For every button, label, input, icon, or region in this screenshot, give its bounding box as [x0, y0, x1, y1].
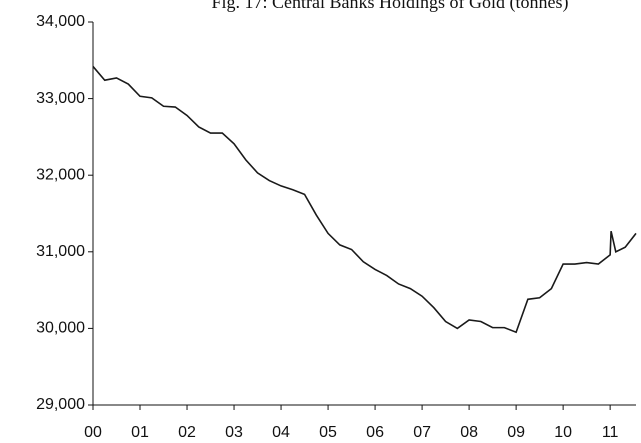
x-tick-label: 08: [460, 424, 478, 441]
x-tick-label: 07: [413, 424, 431, 441]
y-tick-label: 30,000: [36, 320, 85, 337]
y-tick-label: 32,000: [36, 166, 85, 183]
x-tick-label: 04: [272, 424, 290, 441]
x-tick-label: 03: [225, 424, 243, 441]
x-tick-label: 06: [366, 424, 384, 441]
y-tick-label: 34,000: [36, 13, 85, 30]
x-tick-label: 09: [507, 424, 525, 441]
line-series: [92, 65, 637, 334]
x-tick-label: 00: [84, 424, 102, 441]
chart-title: Fig. 17: Central Banks Holdings of Gold …: [212, 0, 569, 13]
x-tick-label: 11: [602, 424, 619, 441]
x-tick-label: 05: [319, 424, 337, 441]
x-tick-label: 10: [554, 424, 572, 441]
y-tick-label: 31,000: [36, 243, 85, 260]
x-tick-label: 01: [131, 424, 149, 441]
y-tick-label: 29,000: [36, 396, 85, 413]
x-tick-label: 02: [178, 424, 196, 441]
y-tick-label: 33,000: [36, 90, 85, 107]
